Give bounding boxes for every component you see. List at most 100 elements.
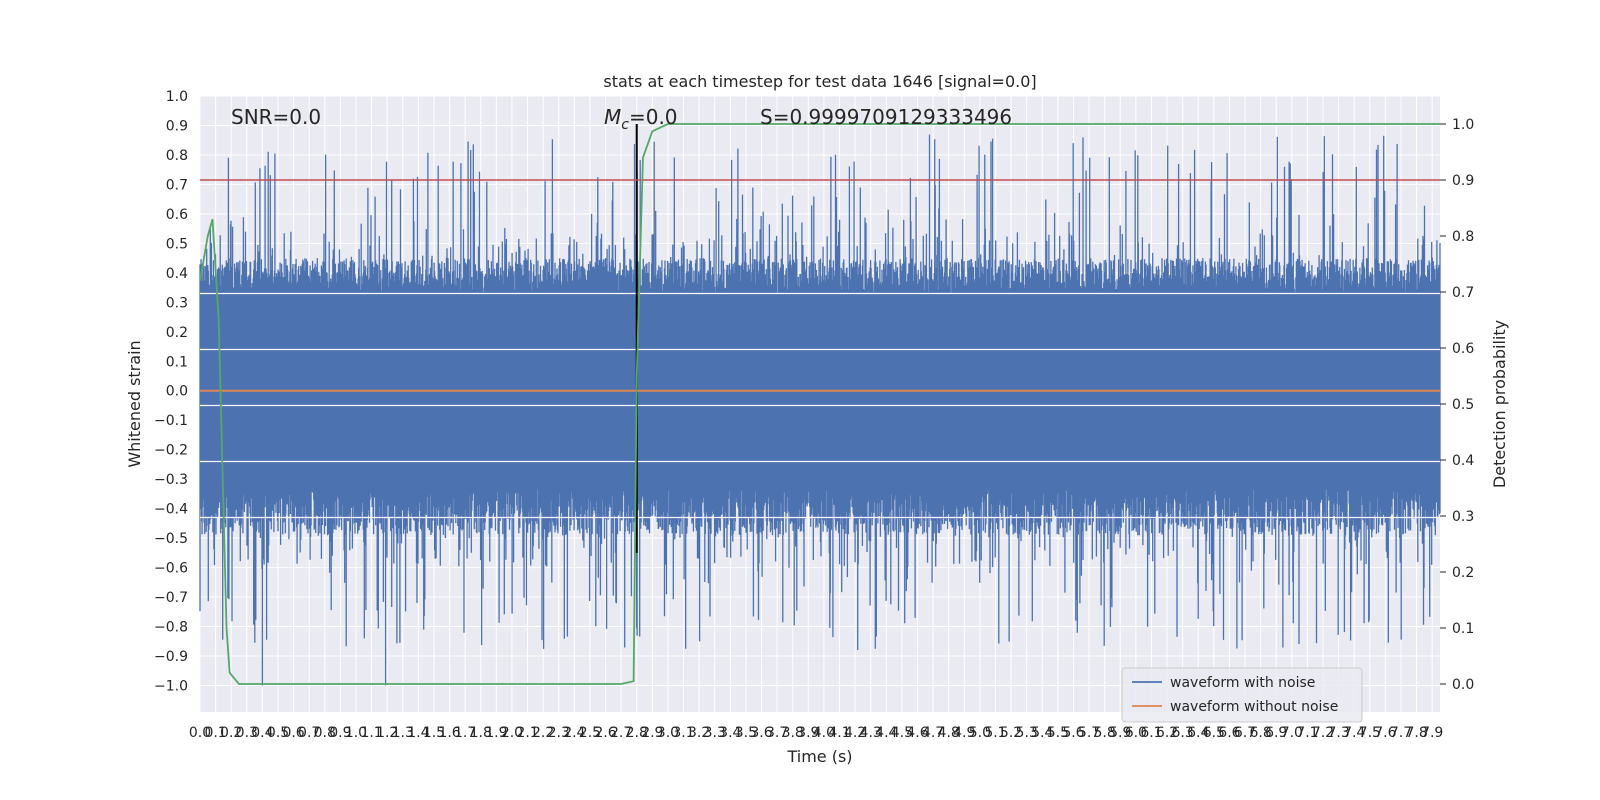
x-tick-label: 5.5	[1047, 725, 1069, 741]
x-tick-label: 7.7	[1390, 725, 1412, 741]
y-tick-label: −0.4	[154, 502, 188, 518]
x-tick-label: 5.8	[1094, 725, 1116, 741]
x-tick-label: 4.5	[891, 725, 913, 741]
x-tick-label: 3.8	[782, 725, 804, 741]
right-tick-label: 0.2	[1452, 565, 1474, 581]
right-tick-label: 0.6	[1452, 341, 1474, 357]
x-tick-label: 3.6	[750, 725, 772, 741]
chirp-mass-annotation: Mc=0.0	[604, 105, 678, 133]
x-tick-label: 1.6	[438, 725, 460, 741]
x-tick-label: 0.3	[236, 725, 258, 741]
x-tick-label: 1.8	[470, 725, 492, 741]
y-tick-label: 0.6	[166, 207, 188, 223]
detection-probability-line	[199, 123, 1440, 685]
chart-title: stats at each timestep for test data 164…	[603, 72, 1036, 91]
x-tick-label: 4.1	[828, 725, 850, 741]
x-tick-label: 6.3	[1172, 725, 1194, 741]
x-tick-label: 4.2	[844, 725, 866, 741]
right-tick-label: 0.1	[1452, 621, 1474, 637]
x-tick-label: 2.1	[516, 725, 538, 741]
y-tick-label: 0.4	[166, 266, 188, 282]
x-axis-label: Time (s)	[786, 747, 852, 766]
y-tick-label: 0.3	[166, 295, 188, 311]
right-tick-label: 0.9	[1452, 173, 1474, 189]
x-tick-label: 5.0	[969, 725, 991, 741]
y-axis-label: Whitened strain	[125, 340, 144, 467]
x-tick-label: 3.4	[719, 725, 741, 741]
x-tick-label: 0.6	[282, 725, 304, 741]
x-tick-label: 5.1	[984, 725, 1006, 741]
x-tick-label: 2.3	[548, 725, 570, 741]
right-tick-label: 0.4	[1452, 453, 1474, 469]
right-tick-label: 0.0	[1452, 677, 1474, 693]
y-axis-ticks: 1.0 0.9 0.8 0.7 0.6 0.5 0.4 0.3 0.2 0.1 0.0 −0.1 −0.…	[154, 89, 188, 694]
x-tick-label: 5.2	[1000, 725, 1022, 741]
x-tick-label: 0.2	[220, 725, 242, 741]
x-tick-label: 6.6	[1218, 725, 1240, 741]
chirp-mass-symbol: M	[604, 105, 621, 129]
x-tick-label: 6.5	[1203, 725, 1225, 741]
y-tick-label: 0.1	[166, 354, 188, 370]
x-tick-label: 0.0	[189, 725, 211, 741]
x-tick-label: 4.0	[813, 725, 835, 741]
x-tick-label: 0.4	[251, 725, 273, 741]
x-tick-label: 4.6	[906, 725, 928, 741]
x-tick-label: 1.4	[407, 725, 429, 741]
y-tick-label: 0.8	[166, 148, 188, 164]
right-tick-label: 0.3	[1452, 509, 1474, 525]
x-tick-label: 0.5	[267, 725, 289, 741]
x-tick-label: 1.2	[376, 725, 398, 741]
x-tick-label: 6.7	[1234, 725, 1256, 741]
x-tick-label: 2.7	[610, 725, 632, 741]
x-tick-label: 2.0	[501, 725, 523, 741]
x-tick-label: 7.2	[1312, 725, 1334, 741]
x-tick-label: 7.1	[1296, 725, 1318, 741]
line-series	[199, 123, 1440, 685]
x-tick-label: 2.8	[626, 725, 648, 741]
chirp-mass-subscript: c	[621, 117, 629, 133]
x-tick-label: 6.8	[1249, 725, 1271, 741]
x-tick-label: 1.0	[345, 725, 367, 741]
x-tick-label: 1.5	[423, 725, 445, 741]
x-tick-label: 5.3	[1016, 725, 1038, 741]
score-annotation: S=0.9999709129333496	[760, 105, 1012, 129]
y-tick-label: −0.2	[154, 443, 188, 459]
y-tick-label: −0.3	[154, 472, 188, 488]
x-tick-label: 0.1	[204, 725, 226, 741]
x-tick-label: 5.4	[1031, 725, 1053, 741]
legend: waveform with noise waveform without noi…	[1121, 667, 1363, 723]
x-tick-label: 0.8	[314, 725, 336, 741]
x-tick-label: 4.7	[922, 725, 944, 741]
x-tick-label: 7.8	[1405, 725, 1427, 741]
y-tick-label: 1.0	[166, 89, 188, 105]
x-tick-label: 1.7	[454, 725, 476, 741]
chirp-mass-value: =0.0	[629, 105, 678, 129]
x-tick-label: 4.9	[953, 725, 975, 741]
x-tick-label: 2.6	[594, 725, 616, 741]
y-tick-label: 0.5	[166, 236, 188, 252]
x-tick-label: 1.1	[360, 725, 382, 741]
x-tick-label: 5.7	[1078, 725, 1100, 741]
x-tick-label: 7.5	[1359, 725, 1381, 741]
right-tick-label: 0.5	[1452, 397, 1474, 413]
y-tick-label: −0.9	[154, 649, 188, 665]
y-tick-label: −1.0	[154, 678, 188, 694]
y-tick-label: −0.5	[154, 531, 188, 547]
x-axis-ticks: 0.00.10.20.30.40.50.60.70.80.91.01.11.21…	[189, 725, 1443, 741]
x-tick-label: 4.3	[860, 725, 882, 741]
x-tick-label: 6.2	[1156, 725, 1178, 741]
x-tick-label: 3.1	[672, 725, 694, 741]
x-tick-label: 2.4	[563, 725, 585, 741]
legend-label-noise: waveform with noise	[1170, 675, 1315, 691]
x-tick-label: 5.6	[1062, 725, 1084, 741]
x-tick-label: 3.9	[797, 725, 819, 741]
right-tick-label: 0.7	[1452, 285, 1474, 301]
x-tick-label: 3.2	[688, 725, 710, 741]
x-tick-label: 7.4	[1343, 725, 1365, 741]
legend-box	[1121, 667, 1363, 723]
y-tick-label: −0.8	[154, 620, 188, 636]
x-tick-label: 3.3	[704, 725, 726, 741]
x-tick-label: 7.9	[1421, 725, 1443, 741]
x-tick-label: 4.4	[875, 725, 897, 741]
x-tick-label: 5.9	[1109, 725, 1131, 741]
